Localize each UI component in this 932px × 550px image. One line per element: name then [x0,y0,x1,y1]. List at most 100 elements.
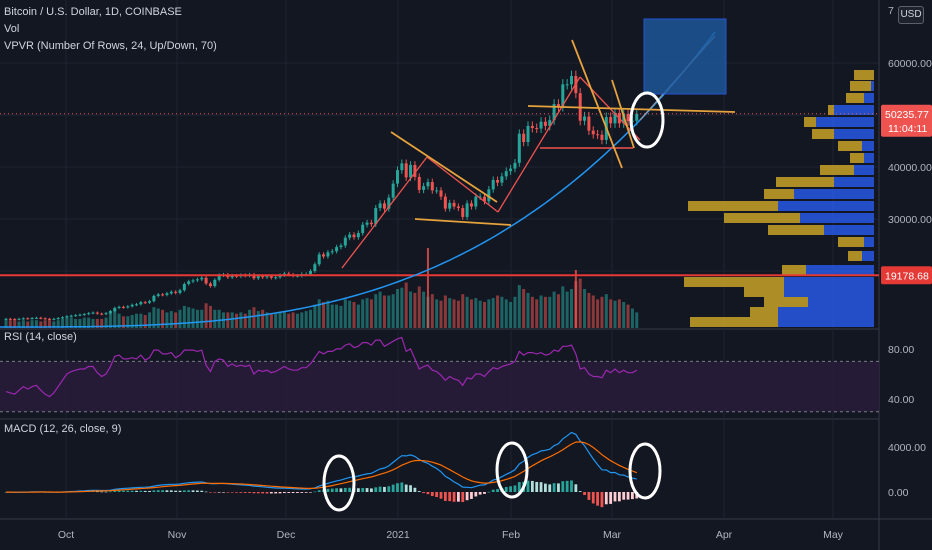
volume-bar [74,318,78,328]
volume-spike [426,248,429,328]
candle-body [500,176,504,183]
candle-body [556,104,560,107]
volume-bar [400,287,404,328]
volume-bar [430,294,434,328]
rsi-legend[interactable]: RSI (14, close) [4,331,77,343]
macd-histogram-bar [309,492,312,493]
volume-bar [378,291,382,328]
macd-histogram-bar [278,492,282,494]
candle-body [156,294,160,296]
candle-body [256,276,260,279]
vpvr-legend[interactable]: VPVR (Number Of Rows, 24, Up/Down, 70) [4,40,217,52]
candle-body [121,306,125,308]
candle-body [34,317,38,319]
currency-button[interactable]: USD [898,6,924,24]
volume-bar [609,299,613,328]
volume-bar [204,303,208,328]
volume-bar [34,320,38,328]
candle-body [417,176,421,190]
macd-histogram-bar [496,489,499,492]
volume-bar [169,311,173,328]
candle-body [487,189,491,202]
volume-bar [130,315,134,328]
vp-row-down [684,277,784,287]
candle-body [496,180,500,183]
volume-bar [356,304,360,328]
vp-row-down [690,317,778,327]
volume-bar [135,313,138,328]
volume-bar [243,313,247,328]
macd-histogram-bar [435,492,439,498]
volume-bar [578,278,582,328]
candle-body [591,130,595,135]
macd-histogram-bar [95,491,99,493]
candle-body [174,291,178,293]
volume-bar [570,289,573,328]
vp-row-down [820,165,854,175]
volume-bar [382,295,386,328]
volume-bar [187,307,191,328]
volume-bar [256,311,260,328]
candle-body [26,318,30,320]
macd-histogram-bar [361,488,365,492]
candle-body [426,182,430,187]
volume-bar [456,300,460,328]
volume-bar [404,282,408,328]
vp-row-up [862,141,874,151]
volume-bar [526,292,530,328]
macd-histogram-bar [235,492,238,493]
macd-histogram-bar [530,480,534,492]
candle-body [265,276,269,278]
volume-bar [239,312,243,328]
volume-bar [596,299,600,328]
symbol-legend[interactable]: Bitcoin / U.S. Dollar, 1D, COINBASE [4,6,182,18]
macd-histogram-bar [617,492,621,502]
volume-bar [161,309,165,328]
volume-bar [496,295,500,328]
macd-histogram-bar [313,491,317,493]
macd-histogram-bar [291,492,295,493]
macd-histogram-bar [409,485,412,492]
candle-body [252,274,256,279]
volume-bar [148,312,152,328]
vp-row-down [750,307,778,317]
volume-bar [548,296,552,328]
candle-body [187,281,191,284]
macd-histogram-bar [609,492,613,504]
volume-bar [195,309,199,328]
vp-row-up [784,277,874,287]
macd-histogram-bar [474,492,478,497]
macd-histogram-bar [283,492,286,494]
vp-row-up [862,251,874,261]
macd-histogram-bar [130,490,134,492]
macd-legend[interactable]: MACD (12, 26, close, 9) [4,423,122,435]
macd-histogram-bar [117,490,121,492]
volume-bar [252,307,256,328]
macd-histogram-bar [156,490,160,492]
macd-histogram-bar [182,490,186,492]
candle-body [548,120,552,126]
macd-histogram-bar [487,491,491,493]
time-tick-label: Feb [502,529,520,541]
candle-body [152,295,156,302]
volume-legend[interactable]: Vol [4,23,20,35]
volume-bar [261,309,265,328]
volume-bar [313,304,317,328]
macd-histogram-bar [356,488,360,492]
volume-bar [174,312,178,328]
volume-bar [409,291,413,328]
macd-histogram-bar [383,486,386,492]
volume-bar [274,313,278,328]
candle-body [287,273,291,275]
macd-histogram-bar [252,492,256,494]
candle-body [13,319,17,321]
volume-bar [200,309,204,328]
macd-histogram-bar [448,492,452,502]
candle-body [356,233,360,238]
volume-bar [104,317,108,328]
candle-body [91,312,95,314]
candle-body [30,318,34,320]
macd-histogram-bar [265,492,269,494]
volume-bar [422,291,426,328]
